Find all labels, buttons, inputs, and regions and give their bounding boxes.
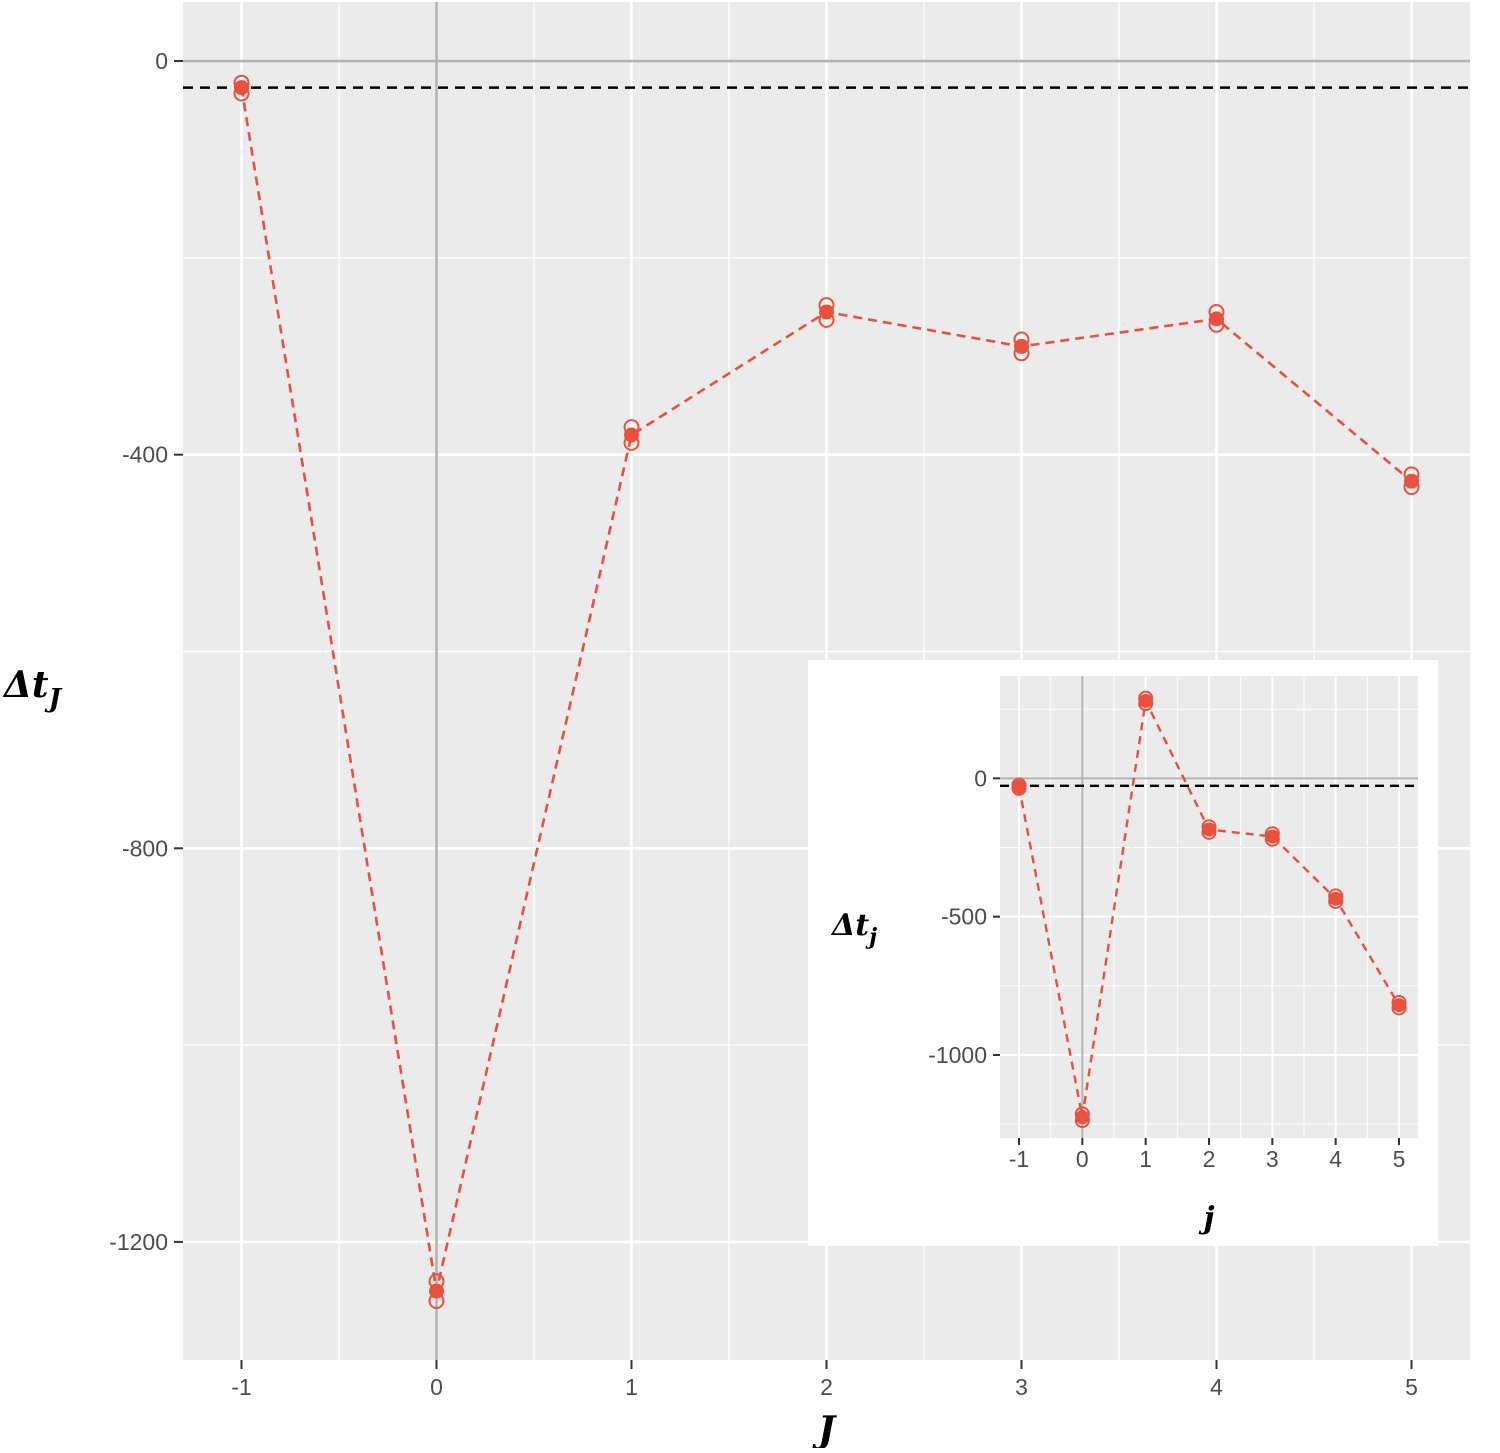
inset-data-point [1012,779,1026,794]
inset-x-tick-label: 3 [1266,1146,1279,1172]
main-y-axis-title-subscript: J [44,684,63,714]
main-x-tick-label: 2 [820,1374,833,1400]
main-data-point [1014,338,1029,354]
main-y-tick-label: 0 [155,48,168,74]
inset-y-axis-title-base: Δt [830,908,869,943]
inset-data-point [1202,822,1216,837]
main-x-tick-label: 3 [1015,1374,1028,1400]
inset-data-point [1392,998,1406,1013]
main-data-point [429,1283,444,1299]
main-x-tick-label: -1 [231,1374,251,1400]
inset-data-point [1328,891,1343,906]
main-data-point [1209,311,1224,327]
main-x-tick-label: 1 [625,1374,638,1400]
main-x-tick-label: 5 [1405,1374,1418,1400]
inset-x-tick-label: -1 [1009,1146,1029,1172]
inset-y-tick-label: -1000 [928,1042,987,1068]
inset-data-point [1138,693,1153,708]
inset-x-tick-label: 1 [1139,1146,1152,1172]
main-y-axis-title-base: Δt [2,664,49,706]
inset-y-tick-label: 0 [974,765,987,791]
main-x-axis-title: J [812,1409,837,1448]
inset-x-tick-label: 5 [1393,1146,1406,1172]
main-y-tick-label: -1200 [109,1229,168,1255]
inset-data-point [1265,829,1280,844]
inset-x-tick-label: 4 [1329,1146,1342,1172]
inset-data-point [1075,1110,1090,1125]
main-x-axis-title-base: J [812,1409,837,1448]
main-data-point [624,427,639,443]
main-y-axis-title: ΔtJ [2,664,63,714]
inset-x-tick-label: 0 [1076,1146,1089,1172]
main-data-point [234,80,249,96]
main-data-point [1404,473,1419,489]
main-y-tick-label: -400 [122,442,168,468]
inset-x-tick-label: 2 [1203,1146,1216,1172]
inset-y-tick-label: -500 [941,904,987,930]
main-y-tick-label: -800 [122,835,168,861]
main-x-tick-label: 0 [430,1374,443,1400]
main-x-tick-label: 4 [1210,1374,1223,1400]
main-data-point [819,304,834,320]
